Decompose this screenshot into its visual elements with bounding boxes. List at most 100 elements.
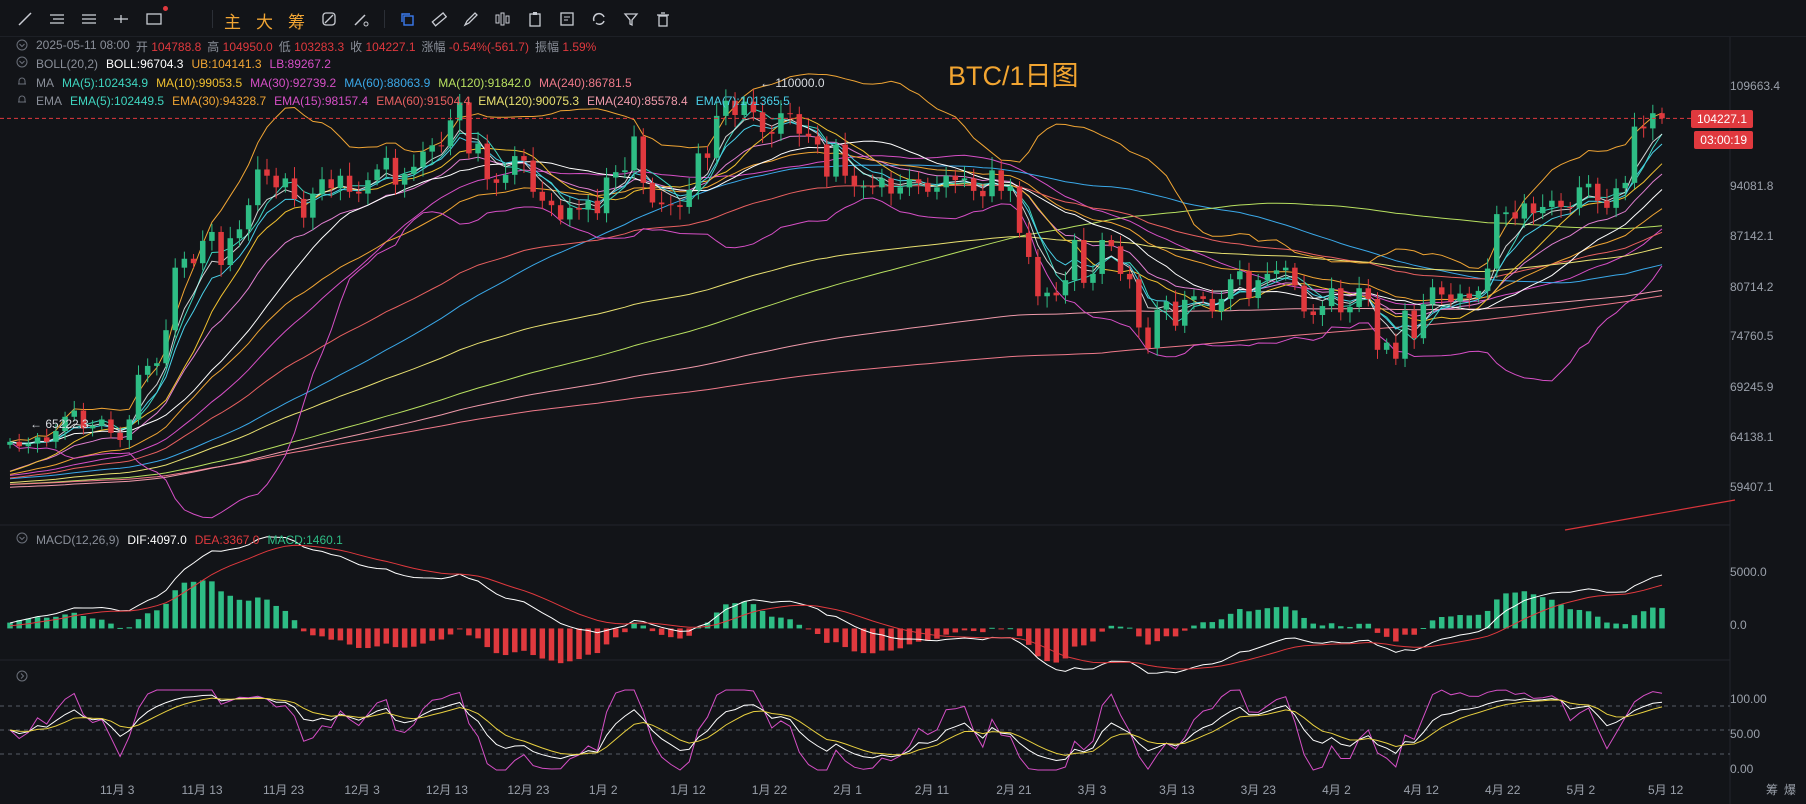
ma30: MA(30):92739.2 (250, 75, 337, 90)
chip-toggle[interactable]: 筹 (1766, 783, 1779, 797)
main-indicator-button[interactable]: 主 (224, 13, 241, 33)
candle-body (99, 419, 105, 426)
low-annotation-value: 65222.3 (45, 417, 89, 431)
candle-body (1567, 206, 1573, 208)
toolbar-divider (212, 10, 213, 28)
price-axis-label: 59407.1 (1730, 480, 1774, 494)
candle-body (1640, 126, 1647, 129)
macd-histogram-bar (1383, 628, 1390, 637)
boll-upper-line (9, 73, 1663, 443)
macd-histogram-bar (218, 591, 224, 629)
macd-histogram-bar (842, 628, 848, 648)
macd-histogram-bar (1659, 608, 1665, 629)
candle-body (658, 202, 665, 205)
chart-title: BTC/1日图 (948, 61, 1079, 91)
ema120: EMA(120):90075.3 (478, 93, 579, 108)
candle-body (1448, 294, 1454, 302)
candle-body (860, 186, 867, 188)
macd-histogram-bar (1549, 599, 1555, 629)
macd-histogram-bar (1301, 617, 1307, 629)
macd-dif: DIF:4097.0 (127, 532, 187, 547)
candle-body (144, 365, 151, 375)
pen-icon[interactable] (460, 8, 482, 30)
macd-histogram-bar (1163, 628, 1170, 637)
collapse-icon[interactable] (16, 39, 28, 54)
macd-legend: MACD(12,26,9) DIF:4097.0 DEA:3367.0 MACD… (16, 532, 343, 547)
chip-distribution-button[interactable]: 筹 (288, 13, 305, 33)
boll-lower-line (9, 197, 1663, 519)
filter-icon[interactable] (620, 8, 642, 30)
parallel-lines-icon[interactable] (78, 8, 100, 30)
x-axis-tick-label: 3月 23 (1240, 783, 1276, 797)
ma-legend: MA MA(5):102434.9 MA(10):99053.5 MA(30):… (16, 75, 632, 90)
candle-body (1154, 309, 1160, 349)
rectangle-icon[interactable] (143, 6, 168, 30)
bell-icon[interactable] (16, 93, 28, 108)
macd-histogram-bar (209, 581, 215, 629)
candle-body (512, 156, 518, 175)
candle-body (172, 267, 178, 331)
horizontal-lines-icon[interactable] (46, 8, 68, 30)
chevron-right-icon[interactable] (16, 670, 28, 685)
amp-value: 1.59% (562, 40, 597, 54)
brush-icon[interactable] (350, 8, 372, 30)
macd-histogram-bar (1613, 623, 1619, 629)
macd-histogram-bar (594, 628, 601, 654)
macd-histogram-bar (723, 604, 729, 629)
macd-histogram-bar (1585, 611, 1592, 629)
macd-histogram-bar (1246, 611, 1252, 629)
macd-histogram-bar (530, 628, 536, 656)
magnet-icon[interactable] (588, 8, 610, 30)
candle-body (1292, 267, 1298, 286)
fib-icon[interactable] (318, 8, 340, 30)
large-order-button[interactable]: 大 (256, 13, 273, 33)
clipboard-icon[interactable] (524, 8, 546, 30)
x-axis-tick-label: 12月 23 (507, 783, 550, 797)
macd-histogram-bar (401, 628, 408, 648)
bell-icon[interactable] (16, 75, 28, 90)
candle-body (475, 143, 481, 154)
macd-histogram-bar (62, 614, 68, 629)
candle-body (668, 204, 674, 206)
candle-body (80, 410, 87, 429)
candle-body (1172, 301, 1179, 326)
macd-histogram-bar (869, 628, 876, 654)
candle-body (1007, 186, 1014, 191)
bars-icon[interactable] (492, 8, 514, 30)
candle-body (1411, 310, 1417, 339)
kdj-axis-label: 0.00 (1730, 762, 1754, 776)
boll-mid: BOLL:96704.3 (106, 56, 184, 71)
trend-line-icon[interactable] (14, 8, 36, 30)
note-icon[interactable] (556, 8, 578, 30)
candle-body (420, 151, 426, 167)
x-axis-tick-label: 2月 1 (833, 783, 862, 797)
macd-histogram-bar (300, 628, 307, 632)
candle-body (502, 174, 509, 183)
candle-body (53, 431, 59, 442)
candle-body (796, 114, 803, 134)
macd-histogram-bar (1650, 607, 1656, 629)
trash-icon[interactable] (652, 8, 674, 30)
macd-histogram-bar (961, 628, 968, 631)
macd-histogram-bar (1338, 626, 1344, 629)
macd-histogram-bar (346, 628, 353, 645)
x-axis-tick-label: 4月 12 (1403, 783, 1439, 797)
collapse-icon[interactable] (16, 532, 28, 547)
macd-dea: DEA:3367.0 (194, 532, 260, 547)
candle-body (1356, 288, 1362, 307)
macd-hist: MACD:1460.1 (267, 532, 343, 547)
macd-histogram-bar (1209, 622, 1216, 629)
macd-histogram-bar (80, 615, 87, 629)
x-axis-tick-label: 1月 22 (751, 783, 788, 797)
macd-histogram-bar (374, 628, 380, 647)
liquidation-toggle[interactable]: 爆 (1784, 783, 1797, 797)
ruler-icon[interactable] (428, 8, 450, 30)
high-annotation-value: 110000.0 (775, 76, 825, 90)
copy-icon[interactable] (396, 8, 418, 30)
horizontal-ray-icon[interactable] (110, 8, 132, 30)
macd-histogram-bar (420, 628, 426, 644)
candle-body (612, 172, 619, 178)
collapse-icon[interactable] (16, 56, 28, 71)
macd-axis-label: 0.0 (1730, 618, 1747, 632)
